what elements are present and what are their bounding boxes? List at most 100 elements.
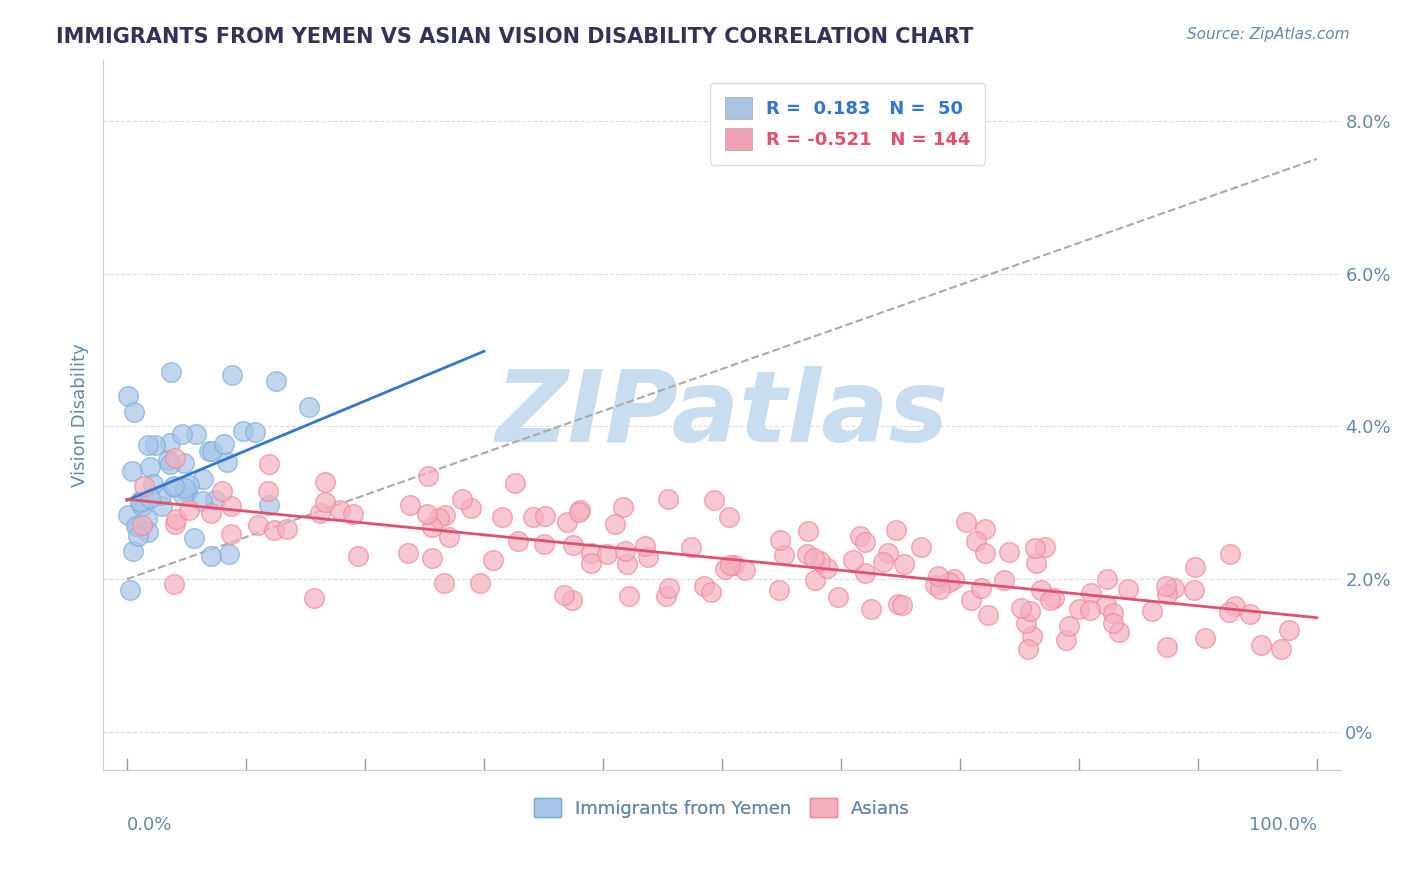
Point: [298, 400, 321, 414]
Point: [200, 506, 222, 520]
Point: [841, 553, 863, 567]
Point: [346, 549, 368, 564]
Point: [596, 547, 619, 561]
Point: [122, 405, 145, 419]
Point: [703, 492, 725, 507]
Point: [136, 512, 159, 526]
Point: [433, 508, 456, 522]
Point: [1156, 587, 1178, 601]
Point: [1095, 599, 1118, 613]
Point: [693, 580, 716, 594]
Point: [1194, 631, 1216, 645]
Point: [655, 589, 678, 603]
Point: [768, 583, 790, 598]
Point: [1080, 586, 1102, 600]
Point: [699, 585, 721, 599]
Point: [156, 453, 179, 467]
Point: [399, 498, 422, 512]
Point: [553, 588, 575, 602]
Point: [1116, 582, 1139, 596]
Point: [177, 503, 200, 517]
Point: [309, 506, 332, 520]
Point: [614, 544, 637, 558]
Point: [533, 508, 555, 523]
Point: [1031, 583, 1053, 598]
Point: [910, 540, 932, 554]
Point: [562, 538, 585, 552]
Point: [1218, 605, 1240, 619]
Point: [468, 575, 491, 590]
Point: [170, 427, 193, 442]
Point: [943, 572, 966, 586]
Point: [159, 436, 181, 450]
Point: [416, 507, 439, 521]
Point: [853, 566, 876, 581]
Point: [1010, 601, 1032, 615]
Point: [139, 491, 162, 505]
Point: [198, 444, 221, 458]
Point: [876, 546, 898, 560]
Point: [139, 459, 162, 474]
Point: [1015, 616, 1038, 631]
Point: [276, 522, 298, 536]
Point: [121, 464, 143, 478]
Point: [976, 607, 998, 622]
Point: [163, 577, 186, 591]
Point: [1021, 629, 1043, 643]
Point: [853, 534, 876, 549]
Point: [522, 510, 544, 524]
Point: [159, 457, 181, 471]
Point: [633, 539, 655, 553]
Point: [605, 516, 627, 531]
Point: [121, 544, 143, 558]
Text: 0.0%: 0.0%: [127, 816, 173, 834]
Point: [1025, 556, 1047, 570]
Point: [612, 500, 634, 515]
Point: [960, 593, 983, 607]
Point: [1270, 641, 1292, 656]
Point: [849, 528, 872, 542]
Point: [808, 554, 831, 568]
Point: [162, 480, 184, 494]
Point: [872, 555, 894, 569]
Point: [657, 491, 679, 506]
Point: [965, 533, 987, 548]
Text: ZIPatlas: ZIPatlas: [495, 367, 949, 463]
Point: [804, 573, 827, 587]
Point: [132, 479, 155, 493]
Point: [533, 537, 555, 551]
Point: [127, 518, 149, 533]
Point: [433, 575, 456, 590]
Point: [150, 499, 173, 513]
Point: [555, 515, 578, 529]
Point: [491, 509, 513, 524]
Point: [768, 533, 790, 547]
Point: [1163, 582, 1185, 596]
Point: [219, 527, 242, 541]
Point: [718, 558, 741, 573]
Point: [142, 476, 165, 491]
Point: [482, 553, 505, 567]
Point: [172, 488, 194, 502]
Point: [1250, 638, 1272, 652]
Point: [264, 374, 287, 388]
Point: [329, 502, 352, 516]
Point: [174, 481, 197, 495]
Point: [1184, 559, 1206, 574]
Point: [129, 494, 152, 508]
Point: [163, 451, 186, 466]
Point: [218, 547, 240, 561]
Point: [1101, 606, 1123, 620]
Point: [418, 469, 440, 483]
Point: [221, 368, 243, 382]
Point: [176, 485, 198, 500]
Point: [420, 550, 443, 565]
Point: [1219, 547, 1241, 561]
Point: [890, 598, 912, 612]
Point: [136, 438, 159, 452]
Point: [827, 591, 849, 605]
Point: [117, 508, 139, 523]
Point: [815, 561, 838, 575]
Point: [616, 558, 638, 572]
Point: [1108, 624, 1130, 639]
